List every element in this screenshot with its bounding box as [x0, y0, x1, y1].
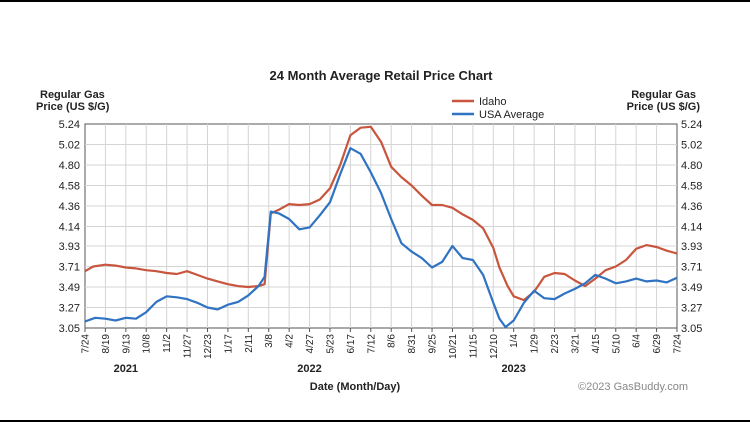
y-tick-left: 3.71 — [59, 262, 80, 274]
bottom-border — [0, 420, 750, 422]
x-tick-label: 6/4 — [632, 334, 643, 348]
y-axis-left-title-line1: Regular Gas — [40, 89, 105, 101]
y-tick-right: 3.27 — [681, 303, 702, 315]
grid — [85, 124, 677, 328]
y-tick-right: 5.24 — [681, 119, 702, 131]
series-line-usa-average — [84, 147, 678, 329]
y-tick-right: 4.14 — [681, 221, 702, 233]
x-tick-label: 7/24 — [81, 334, 92, 354]
x-tick-label: 7/12 — [366, 334, 377, 354]
x-tick-label: 8/19 — [101, 334, 112, 354]
x-tick-label: 1/17 — [223, 334, 234, 354]
x-tick-label: 6/17 — [346, 334, 357, 354]
x-tick-label: 4/27 — [305, 334, 316, 354]
x-tick-label: 4/2 — [285, 334, 296, 348]
series-line-idaho — [84, 125, 678, 302]
credit-text: ©2023 GasBuddy.com — [578, 381, 688, 393]
x-tick-label: 1/29 — [530, 334, 541, 354]
y-tick-right: 4.36 — [681, 201, 702, 213]
y-tick-left: 3.05 — [59, 323, 80, 335]
x-tick-label: 5/10 — [611, 334, 622, 354]
x-tick-label: 11/15 — [468, 334, 479, 359]
y-tick-right: 5.02 — [681, 139, 702, 151]
y-axis-right: 5.24 5.02 4.80 4.58 4.36 4.14 3.93 3.71 3.49 3.27… — [681, 119, 702, 335]
x-tick-label: 3/8 — [264, 334, 275, 348]
y-axis-left-title-line2: Price (US $/G) — [36, 101, 110, 113]
year-label: 2022 — [297, 363, 321, 375]
year-labels: 2021 2022 2023 — [114, 363, 526, 375]
x-tick-label: 12/10 — [489, 334, 500, 359]
y-axis-left: 5.24 5.02 4.80 4.58 4.36 4.14 3.93 3.71 3.49 3.27… — [59, 119, 80, 335]
x-axis-title: Date (Month/Day) — [310, 381, 401, 393]
legend-label-idaho: Idaho — [479, 96, 507, 108]
series-lines — [84, 125, 678, 329]
y-tick-left: 4.36 — [59, 201, 80, 213]
y-tick-right: 4.58 — [681, 180, 702, 192]
year-label: 2023 — [501, 363, 525, 375]
x-tick-label: 5/23 — [325, 334, 336, 354]
y-tick-left: 3.93 — [59, 241, 80, 253]
x-tick-label: 9/25 — [428, 334, 439, 354]
y-tick-left: 3.49 — [59, 282, 80, 294]
y-axis-right-title-line2: Price (US $/G) — [627, 101, 701, 113]
y-tick-left: 5.24 — [59, 119, 80, 131]
top-border — [0, 0, 750, 2]
y-tick-left: 4.80 — [59, 160, 80, 172]
legend: Idaho USA Average — [452, 96, 544, 121]
x-tick-label: 4/15 — [591, 334, 602, 354]
x-tick-label: 10/21 — [448, 334, 459, 359]
y-tick-left: 4.14 — [59, 221, 80, 233]
x-axis: 7/24 8/19 9/13 10/8 11/2 11/27 12/23 1/17 2/11 3/… — [81, 328, 684, 359]
y-axis-right-title-line1: Regular Gas — [631, 89, 696, 101]
y-tick-right: 3.49 — [681, 282, 702, 294]
legend-label-usa-average: USA Average — [479, 109, 544, 121]
y-tick-left: 5.02 — [59, 139, 80, 151]
x-tick-label: 9/13 — [121, 334, 132, 354]
x-tick-label: 1/4 — [509, 334, 520, 348]
x-tick-label: 8/6 — [387, 334, 398, 348]
x-tick-label: 2/11 — [244, 334, 255, 353]
x-tick-label: 11/27 — [183, 334, 194, 359]
year-label: 2021 — [114, 363, 138, 375]
x-tick-label: 2/23 — [550, 334, 561, 354]
x-tick-label: 3/21 — [570, 334, 581, 354]
x-tick-label: 7/24 — [673, 334, 684, 354]
x-tick-label: 6/29 — [652, 334, 663, 354]
x-tick-label: 8/31 — [407, 334, 418, 354]
y-tick-right: 4.80 — [681, 160, 702, 172]
y-tick-right: 3.93 — [681, 241, 702, 253]
y-tick-right: 3.71 — [681, 262, 702, 274]
y-tick-left: 3.27 — [59, 303, 80, 315]
chart-title: 24 Month Average Retail Price Chart — [270, 68, 494, 83]
y-tick-left: 4.58 — [59, 180, 80, 192]
y-tick-right: 3.05 — [681, 323, 702, 335]
x-tick-label: 10/8 — [142, 334, 153, 354]
x-tick-label: 11/2 — [162, 334, 173, 353]
x-tick-label: 12/23 — [203, 334, 214, 359]
